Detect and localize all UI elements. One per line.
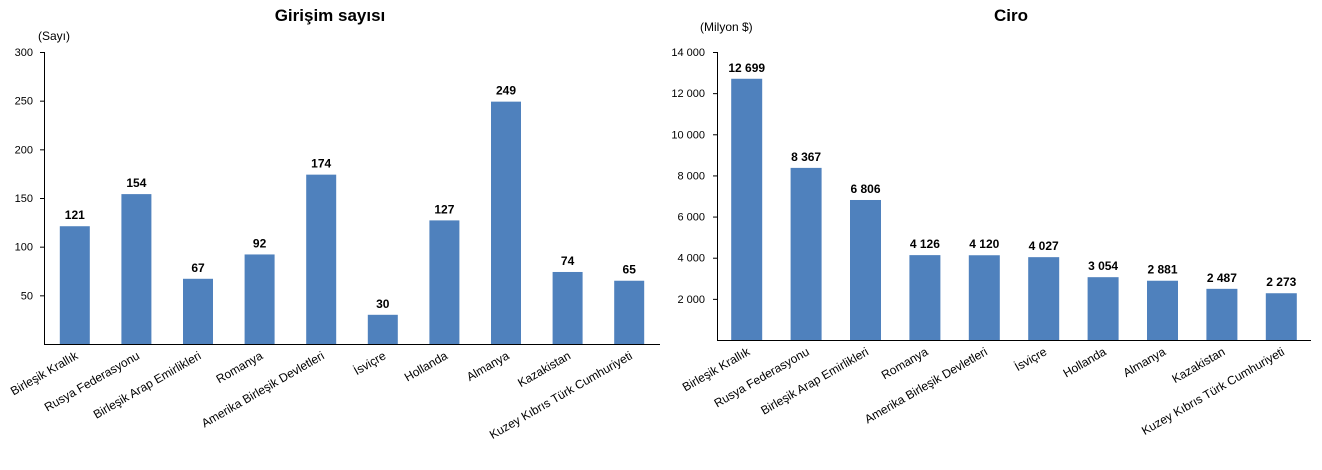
data-label: 74 <box>561 254 575 268</box>
bar <box>1206 288 1238 340</box>
data-label: 30 <box>376 297 390 311</box>
y-axis-ticks: 50 100 150 200 250 300 <box>15 47 44 302</box>
y-axis-unit-label: (Milyon $) <box>700 20 753 34</box>
bar <box>183 278 213 344</box>
bar-series <box>59 101 645 344</box>
data-label: 4 027 <box>1029 239 1059 253</box>
category-label: Romanya <box>214 348 266 386</box>
chart-title: Girişim sayısı <box>275 6 386 25</box>
bar <box>968 255 1000 340</box>
chart-title: Ciro <box>994 6 1028 25</box>
data-label: 2 273 <box>1266 275 1296 289</box>
data-label: 4 126 <box>910 237 940 251</box>
bar <box>429 220 460 344</box>
data-label: 154 <box>126 176 146 190</box>
data-label: 4 120 <box>969 237 999 251</box>
chart-girisim-sayisi: Girişim sayısı (Sayı) 50100150200250300 … <box>8 6 660 442</box>
category-label: Kazakistan <box>515 348 573 389</box>
y-tick-label: 4 000 <box>677 253 705 265</box>
data-label: 67 <box>191 261 205 275</box>
y-axis-unit-label: (Sayı) <box>38 29 70 43</box>
category-label: Romanya <box>879 344 931 382</box>
data-label: 8 367 <box>791 150 821 164</box>
bar <box>850 199 881 340</box>
y-tick-label: 12 000 <box>671 88 705 100</box>
category-label: İsviçre <box>1012 344 1049 374</box>
y-tick-label: 50 <box>21 290 33 302</box>
data-label: 121 <box>65 208 85 222</box>
category-label: Birleşik Arap Emirlikleri <box>758 344 871 417</box>
data-label: 6 806 <box>850 182 880 196</box>
bar <box>1028 257 1060 340</box>
y-axis-ticks: 2 000 4 000 6 000 8 000 10 000 12 000 14 000 <box>671 47 717 306</box>
data-label: 127 <box>434 202 454 216</box>
category-label: Birleşik Arap Emirlikleri <box>91 348 204 421</box>
y-tick-label: 10 000 <box>671 129 705 141</box>
bar <box>1147 280 1178 340</box>
bar <box>59 226 90 344</box>
y-tick-label: 100 <box>15 242 33 254</box>
bar <box>909 255 941 340</box>
y-tick-label: 6 000 <box>677 212 705 224</box>
y-tick-label: 2 000 <box>677 294 705 306</box>
bar <box>306 174 337 344</box>
bar <box>121 194 152 344</box>
data-labels: 121 154 67 92 174 30 127 249 74 65 <box>65 84 636 311</box>
bar <box>790 167 822 340</box>
data-label: 174 <box>311 157 331 171</box>
axes <box>44 52 660 345</box>
bar <box>731 78 763 340</box>
y-tick-label: 150 <box>15 193 33 205</box>
y-tick-label: 200 <box>15 144 33 156</box>
category-label: Hollanda <box>1061 344 1109 380</box>
data-labels: 12 699 8 367 6 806 4 126 4 120 4 027 3 054 2 88… <box>728 61 1296 289</box>
data-label: 65 <box>623 263 637 277</box>
bar <box>552 271 583 344</box>
y-tick-label: 300 <box>15 47 33 59</box>
bar <box>1265 293 1297 340</box>
bar <box>1087 277 1119 340</box>
data-label: 2 487 <box>1207 271 1237 285</box>
data-label: 2 881 <box>1147 263 1177 277</box>
bar <box>614 280 645 344</box>
category-label: İsviçre <box>351 348 388 378</box>
y-tick-label: 250 <box>15 96 33 108</box>
y-tick-label: 14 000 <box>671 47 705 59</box>
category-label: Almanya <box>1121 344 1169 380</box>
axes <box>717 52 1311 341</box>
data-label: 249 <box>496 84 516 98</box>
bar <box>244 254 275 344</box>
bar-series <box>731 78 1297 340</box>
chart-ciro: Ciro (Milyon $) 2 000 4 000 6 000 8 000 10 0… <box>671 6 1311 438</box>
data-label: 3 054 <box>1088 259 1118 273</box>
data-label: 12 699 <box>728 61 765 75</box>
bar <box>367 314 398 344</box>
data-label: 92 <box>253 236 267 250</box>
y-tick-label: 8 000 <box>677 170 705 182</box>
bar <box>491 101 521 344</box>
category-label: Hollanda <box>402 348 450 384</box>
category-label: Almanya <box>464 348 512 384</box>
